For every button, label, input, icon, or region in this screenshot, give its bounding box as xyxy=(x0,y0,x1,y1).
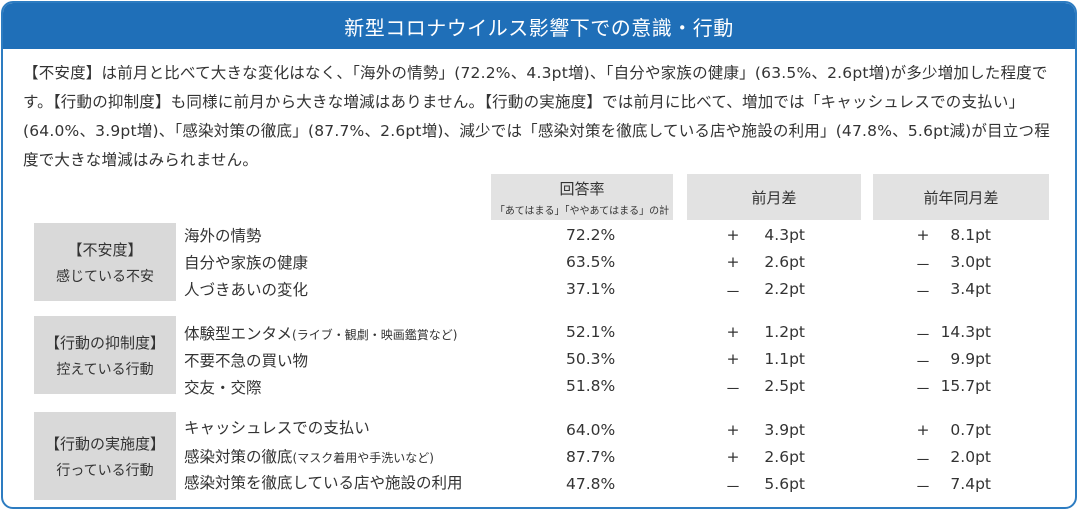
row-mom-sign: － xyxy=(725,283,741,301)
row-mom-sign: + xyxy=(726,253,740,271)
row-mom-sign: + xyxy=(726,226,740,244)
row-yoy-sign: － xyxy=(915,283,931,301)
row-item-note: (マスク着用や手洗いなど) xyxy=(292,451,434,465)
header-mom: 前月差 xyxy=(687,174,861,220)
row-mom-sign: + xyxy=(726,323,740,341)
row-item: 交友・交際 xyxy=(184,379,262,397)
header-rate-sublabel: 「あてはまる」「ややあてはまる」の計 xyxy=(494,205,670,217)
row-mom: 2.6pt xyxy=(764,253,805,271)
header-yoy-label: 前年同月差 xyxy=(923,188,999,207)
row-yoy: 14.3pt xyxy=(940,323,991,341)
row-yoy-sign: － xyxy=(915,353,931,371)
row-item: 感染対策を徹底している店や施設の利用 xyxy=(184,474,463,492)
row-item: 不要不急の買い物 xyxy=(184,352,309,370)
row-yoy-sign: + xyxy=(916,226,930,244)
row-yoy: 8.1pt xyxy=(950,226,991,244)
group-label-anxiety: 【不安度】 感じている不安 xyxy=(34,223,176,301)
row-yoy-sign: － xyxy=(915,326,931,344)
row-rate: 50.3% xyxy=(566,350,616,368)
row-mom-sign: － xyxy=(725,380,741,398)
row-rate: 64.0% xyxy=(566,421,616,439)
row-yoy-sign: + xyxy=(916,421,930,439)
row-item: 自分や家族の健康 xyxy=(184,254,309,272)
row-item: 体験型エンタメ(ライブ・観劇・映画鑑賞など) xyxy=(184,325,458,343)
row-rate: 87.7% xyxy=(566,448,616,466)
group-subtitle: 行っている行動 xyxy=(56,462,154,479)
header-rate-label: 回答率 xyxy=(559,179,605,198)
header-mom-label: 前月差 xyxy=(751,188,797,207)
row-yoy-sign: － xyxy=(915,478,931,496)
row-yoy: 3.0pt xyxy=(950,253,991,271)
group-title: 【行動の実施度】 xyxy=(44,434,165,453)
row-rate: 72.2% xyxy=(566,226,616,244)
row-yoy-sign: － xyxy=(915,380,931,398)
row-mom-sign: + xyxy=(726,350,740,368)
group-title: 【行動の抑制度】 xyxy=(44,333,165,352)
row-item: 人づきあいの変化 xyxy=(184,281,309,299)
row-yoy: 15.7pt xyxy=(940,377,991,395)
group-subtitle: 控えている行動 xyxy=(56,361,154,378)
row-mom: 1.2pt xyxy=(764,323,805,341)
row-rate: 47.8% xyxy=(566,475,616,493)
row-mom: 4.3pt xyxy=(764,226,805,244)
group-label-restraint: 【行動の抑制度】 控えている行動 xyxy=(34,316,176,394)
group-title: 【不安度】 xyxy=(67,240,143,259)
row-yoy: 9.9pt xyxy=(950,350,991,368)
row-item: キャッシュレスでの支払い xyxy=(184,419,370,437)
header-rate: 回答率 「あてはまる」「ややあてはまる」の計 xyxy=(491,174,673,220)
row-rate: 37.1% xyxy=(566,280,616,298)
row-item-note: (ライブ・観劇・映画鑑賞など) xyxy=(292,328,458,342)
row-mom-sign: + xyxy=(726,448,740,466)
row-yoy-sign: － xyxy=(915,256,931,274)
row-mom: 5.6pt xyxy=(764,475,805,493)
row-item: 海外の情勢 xyxy=(184,227,262,245)
row-rate: 52.1% xyxy=(566,323,616,341)
row-mom: 2.2pt xyxy=(764,280,805,298)
header-yoy: 前年同月差 xyxy=(873,174,1049,220)
row-mom-sign: － xyxy=(725,478,741,496)
row-yoy-sign: － xyxy=(915,451,931,469)
row-mom-sign: + xyxy=(726,421,740,439)
row-yoy: 3.4pt xyxy=(950,280,991,298)
row-yoy: 0.7pt xyxy=(950,421,991,439)
panel-title: 新型コロナウイルス影響下での意識・行動 xyxy=(3,3,1075,49)
row-rate: 51.8% xyxy=(566,377,616,395)
summary-text: 【不安度】は前月と比べて大きな変化はなく、「海外の情勢」(72.2%、4.3pt… xyxy=(23,64,1050,169)
group-subtitle: 感じている不安 xyxy=(56,268,154,285)
row-mom: 3.9pt xyxy=(764,421,805,439)
row-mom: 2.5pt xyxy=(764,377,805,395)
row-item: 感染対策の徹底(マスク着用や手洗いなど) xyxy=(184,448,434,466)
group-label-action: 【行動の実施度】 行っている行動 xyxy=(34,412,176,500)
row-yoy: 2.0pt xyxy=(950,448,991,466)
row-mom: 1.1pt xyxy=(764,350,805,368)
row-mom: 2.6pt xyxy=(764,448,805,466)
row-yoy: 7.4pt xyxy=(950,475,991,493)
row-rate: 63.5% xyxy=(566,253,616,271)
